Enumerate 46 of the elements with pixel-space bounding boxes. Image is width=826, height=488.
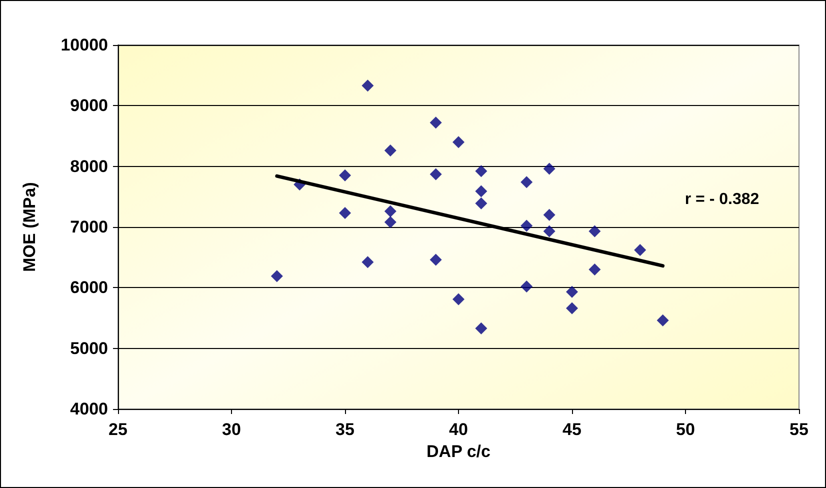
y-tick-label: 7000 [70, 218, 108, 236]
point [634, 244, 646, 256]
point [475, 165, 488, 178]
point [520, 280, 533, 292]
point [475, 322, 488, 334]
x-axis-title: DAP c/c [426, 442, 490, 461]
y-tick-label: 4000 [70, 400, 108, 418]
point [543, 225, 556, 238]
y-tick-label: 8000 [70, 156, 108, 176]
x-tick-label: 25 [108, 420, 128, 439]
x-tick-label: 50 [676, 420, 695, 439]
point [339, 207, 351, 220]
x-tick-label: 55 [790, 420, 808, 439]
point [339, 169, 351, 182]
point [543, 208, 556, 221]
point [566, 286, 578, 298]
point [656, 314, 669, 326]
point [520, 176, 533, 188]
point [362, 80, 374, 92]
point [384, 216, 396, 228]
x-tick-label: 30 [222, 420, 241, 439]
point [452, 136, 464, 148]
point [588, 263, 601, 276]
point [475, 185, 488, 198]
point [384, 144, 396, 157]
point [452, 293, 464, 306]
point [543, 162, 556, 175]
annotation: r = - 0.382 [684, 190, 760, 208]
y-axis-title: MOE (MPa) [20, 182, 39, 272]
y-tick-label: 5000 [70, 338, 108, 358]
point [430, 254, 442, 266]
point [520, 220, 533, 232]
y-tick-label: 6000 [70, 278, 108, 298]
point [384, 205, 396, 218]
point [566, 302, 578, 314]
point [270, 270, 283, 282]
point [362, 256, 374, 268]
point [588, 225, 601, 238]
x-tick-label: 45 [562, 420, 582, 439]
x-tick-label: 35 [336, 420, 354, 439]
y-tick-label: 9000 [70, 96, 108, 116]
point [430, 116, 442, 129]
x-tick-label: 40 [449, 420, 468, 439]
point [430, 168, 442, 180]
y-tick-label: 10000 [60, 36, 108, 54]
point [475, 197, 488, 210]
